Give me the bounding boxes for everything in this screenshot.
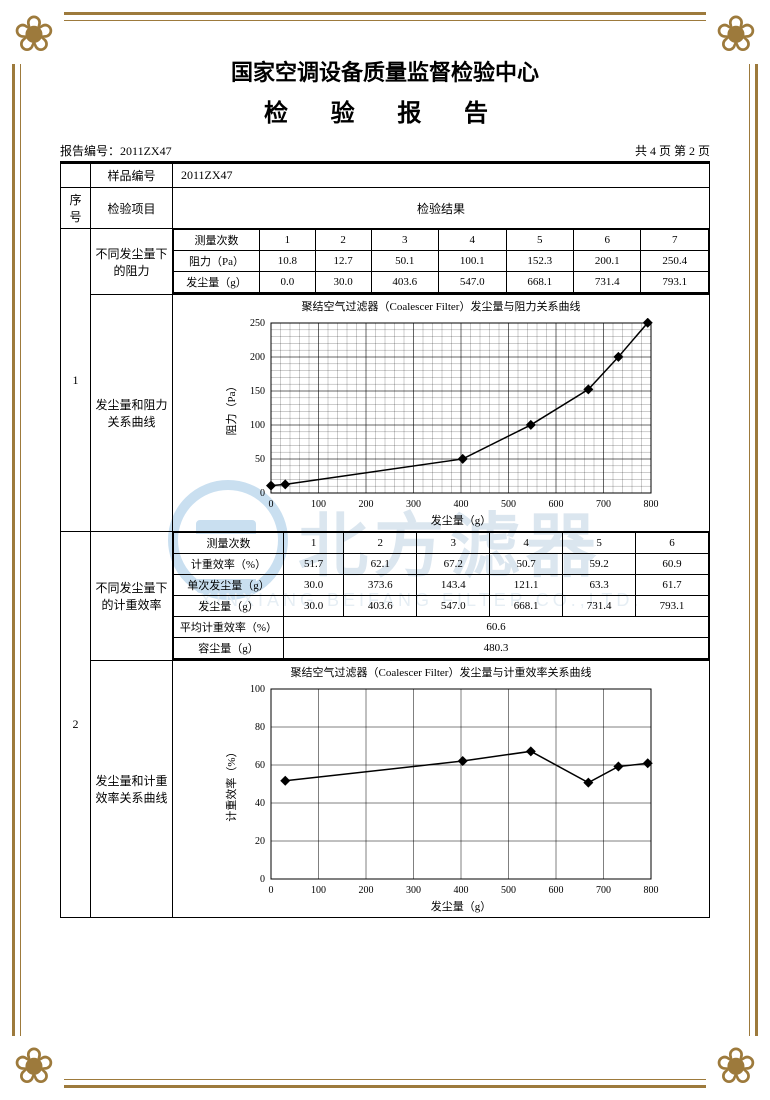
resistance-chart: 0 100 200 300 400 500 600 700 800 0 50 100 150 200 250… — [221, 318, 661, 528]
col-seq: 序号 — [61, 188, 91, 229]
corner-ornament-tl: ❀ — [4, 4, 64, 64]
svg-text:150: 150 — [250, 386, 265, 397]
table-row: 单次发尘量（g） 30.0373.6143.4121.163.361.7 — [174, 575, 709, 596]
svg-text:500: 500 — [501, 499, 516, 510]
svg-text:发尘量（g）: 发尘量（g） — [431, 899, 492, 913]
org-title: 国家空调设备质量监督检验中心 — [60, 55, 710, 87]
section1-table-label: 不同发尘量下的阻力 — [91, 229, 173, 295]
corner-ornament-br: ❀ — [706, 1036, 766, 1096]
svg-text:800: 800 — [644, 885, 659, 896]
svg-text:40: 40 — [255, 798, 265, 809]
section1-curve-label: 发尘量和阻力关系曲线 — [91, 295, 173, 532]
section2-seq: 2 — [61, 532, 91, 918]
svg-text:阻力（Pa）: 阻力（Pa） — [225, 381, 238, 436]
report-content: 国家空调设备质量监督检验中心 检 验 报 告 报告编号：2011ZX47 共 4… — [60, 55, 710, 1045]
section2-curve-label: 发尘量和计重效率关系曲线 — [91, 661, 173, 918]
svg-text:0: 0 — [269, 499, 274, 510]
report-title: 检 验 报 告 — [60, 93, 710, 128]
section2-table-label: 不同发尘量下的计重效率 — [91, 532, 173, 661]
svg-text:250: 250 — [250, 318, 265, 329]
sample-no-value: 2011ZX47 — [173, 164, 710, 188]
table-row: 测量次数 123456 — [174, 533, 709, 554]
sample-no-label: 样品编号 — [91, 164, 173, 188]
section1-seq: 1 — [61, 229, 91, 532]
svg-text:800: 800 — [644, 499, 659, 510]
chart2-title: 聚结空气过滤器（Coalescer Filter）发尘量与计重效率关系曲线 — [177, 664, 705, 680]
svg-text:500: 500 — [501, 885, 516, 896]
svg-text:700: 700 — [596, 499, 611, 510]
table-row: 平均计重效率（%） 60.6 — [174, 617, 709, 638]
table-row: 容尘量（g） 480.3 — [174, 638, 709, 659]
svg-text:600: 600 — [549, 885, 564, 896]
svg-text:0: 0 — [269, 885, 274, 896]
svg-text:300: 300 — [406, 885, 421, 896]
svg-text:400: 400 — [454, 499, 469, 510]
report-no: 报告编号：2011ZX47 — [60, 142, 172, 159]
col-item: 检验项目 — [91, 188, 173, 229]
header-meta-row: 报告编号：2011ZX47 共 4 页 第 2 页 — [60, 142, 710, 163]
svg-text:计重效率（%）: 计重效率（%） — [224, 746, 238, 821]
svg-text:50: 50 — [255, 454, 265, 465]
svg-text:20: 20 — [255, 836, 265, 847]
svg-text:300: 300 — [406, 499, 421, 510]
svg-text:0: 0 — [260, 488, 265, 499]
svg-text:700: 700 — [596, 885, 611, 896]
table-row: 测量次数 1234567 — [174, 230, 709, 251]
svg-text:60: 60 — [255, 760, 265, 771]
svg-text:400: 400 — [454, 885, 469, 896]
col-result: 检验结果 — [173, 188, 710, 229]
table-row: 阻力（Pa） 10.812.750.1100.1152.3200.1250.4 — [174, 251, 709, 272]
svg-text:100: 100 — [311, 885, 326, 896]
svg-text:100: 100 — [250, 420, 265, 431]
chart1-title: 聚结空气过滤器（Coalescer Filter）发尘量与阻力关系曲线 — [177, 298, 705, 314]
table-row: 发尘量（g） 0.030.0403.6547.0668.1731.4793.1 — [174, 272, 709, 293]
svg-text:100: 100 — [311, 499, 326, 510]
efficiency-chart: 0 100 200 300 400 500 600 700 800 0 20 40 60 80 100 发尘量… — [221, 684, 661, 914]
svg-text:发尘量（g）: 发尘量（g） — [431, 513, 492, 527]
corner-ornament-tr: ❀ — [706, 4, 766, 64]
table-row: 计重效率（%） 51.762.167.250.759.260.9 — [174, 554, 709, 575]
section1-data-table: 测量次数 1234567 阻力（Pa） 10.812.750.1100.1152… — [173, 229, 709, 293]
svg-text:200: 200 — [359, 885, 374, 896]
table-row: 发尘量（g） 30.0403.6547.0668.1731.4793.1 — [174, 596, 709, 617]
svg-text:200: 200 — [359, 499, 374, 510]
main-report-table: 样品编号 2011ZX47 序号 检验项目 检验结果 1 不同发尘量下的阻力 测… — [60, 163, 710, 918]
svg-text:80: 80 — [255, 722, 265, 733]
corner-ornament-bl: ❀ — [4, 1036, 64, 1096]
svg-text:100: 100 — [250, 684, 265, 695]
page-info: 共 4 页 第 2 页 — [635, 142, 710, 159]
section2-data-table: 测量次数 123456 计重效率（%） 51.762.167.250.759.2… — [173, 532, 709, 659]
svg-text:0: 0 — [260, 874, 265, 885]
svg-text:600: 600 — [549, 499, 564, 510]
svg-text:200: 200 — [250, 352, 265, 363]
